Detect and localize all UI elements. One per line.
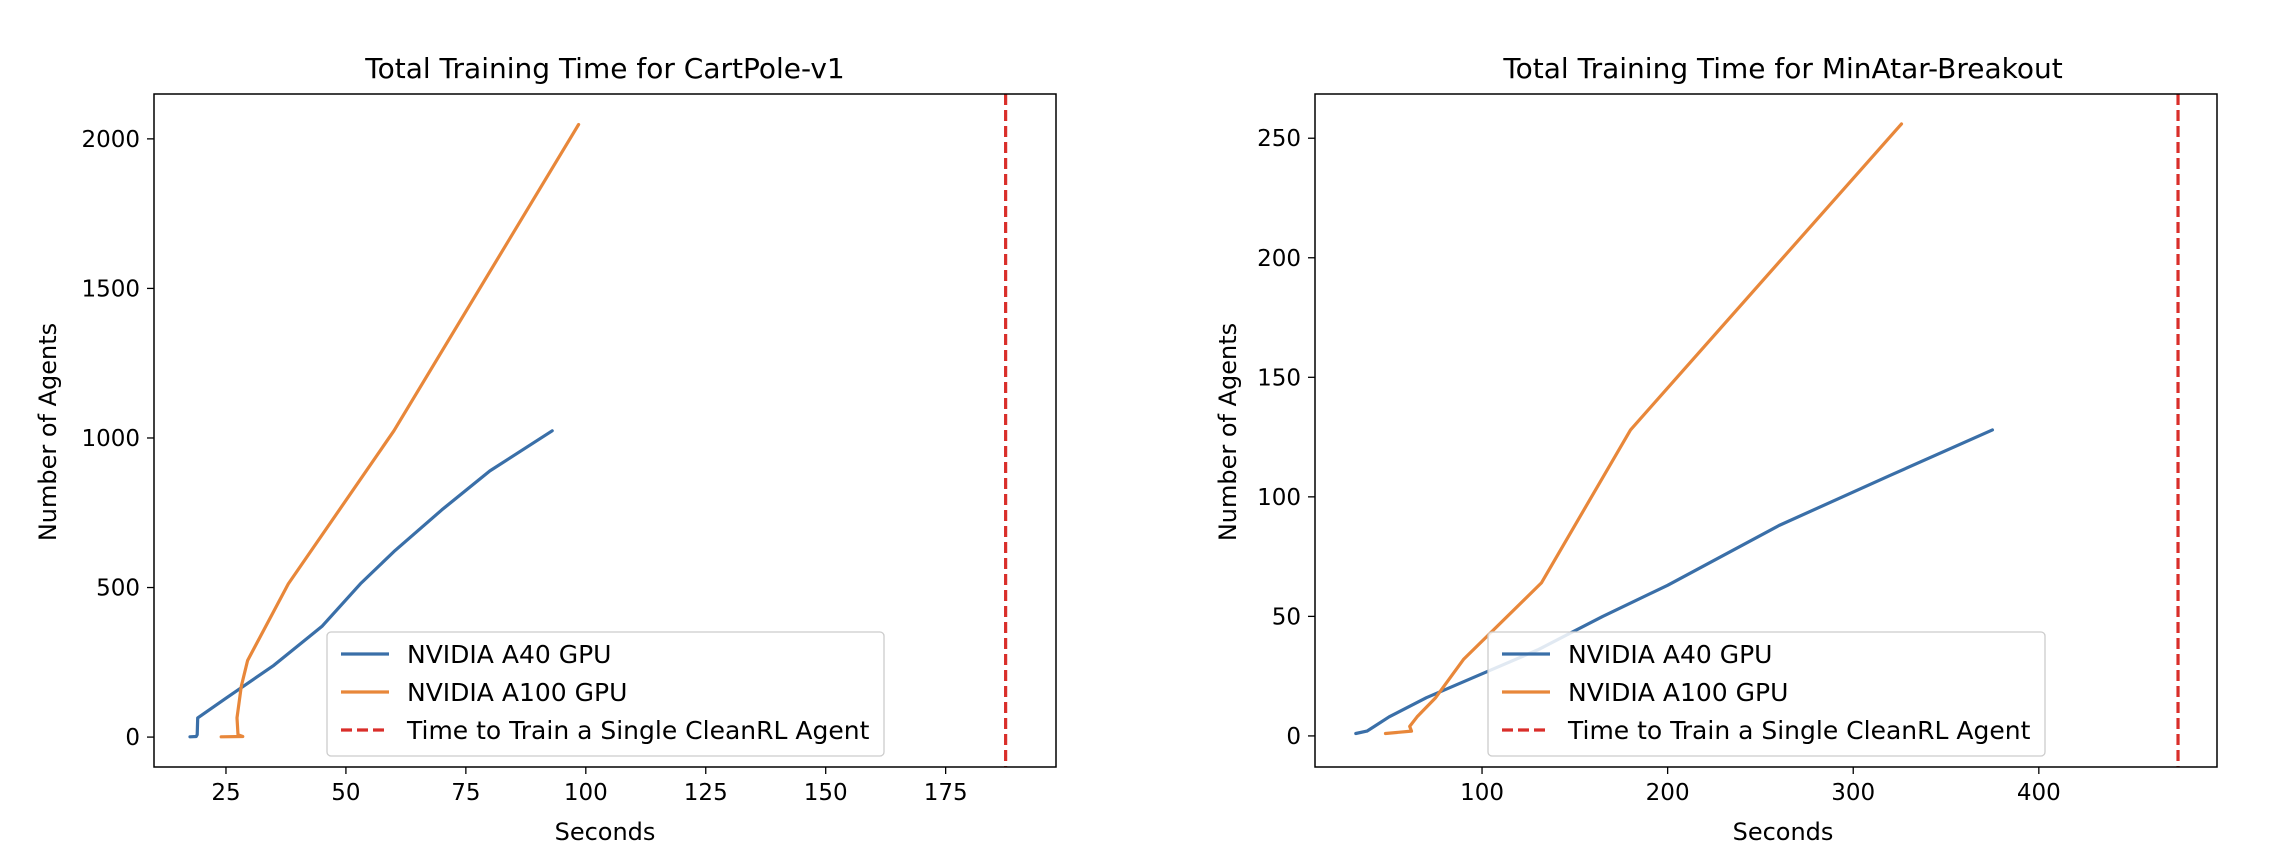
y-tick-label: 1000 [81,426,140,452]
y-axis-label: Number of Agents [1214,323,1242,541]
legend-label: NVIDIA A40 GPU [407,640,611,669]
x-axis-label: Seconds [1733,818,1834,846]
plot-area: 100 200 300 400 0 50 100 150 200 250 NVIDIA A40 GP… [1257,93,2218,806]
x-tick-label: 75 [451,780,480,806]
x-tick-label: 125 [684,780,728,806]
series-line-1 [1383,122,1904,736]
chart-cartpole: Total Training Time for CartPole-v1 Seco… [34,52,1057,846]
y-tick-label: 100 [1257,485,1301,511]
y-tick-label: 0 [1286,724,1301,750]
plot-area: 25 50 75 100 125 150 175 0 500 1000 1500 2000 NVIDIA… [81,93,1057,806]
legend: NVIDIA A40 GPU NVIDIA A100 GPU Time to Tra… [326,631,885,757]
y-tick-label: 0 [125,725,140,751]
x-tick-label: 300 [1831,780,1875,806]
x-tick-label: 25 [211,780,240,806]
y-axis-label: Number of Agents [34,323,62,541]
x-tick-label: 100 [1460,780,1504,806]
x-tick-label: 400 [2017,780,2061,806]
plot-frame [153,93,1057,768]
legend: NVIDIA A40 GPU NVIDIA A100 GPU Time to Tra… [1487,631,2046,757]
legend-label: NVIDIA A100 GPU [1568,678,1788,707]
y-tick-label: 250 [1257,126,1301,152]
x-tick-label: 200 [1646,780,1690,806]
chart-title: Total Training Time for CartPole-v1 [364,52,844,85]
legend-label: NVIDIA A100 GPU [407,678,627,707]
legend-label: Time to Train a Single CleanRL Agent [1567,716,2031,745]
legend-box [1487,631,2046,757]
x-tick-label: 175 [924,780,968,806]
y-tick-label: 150 [1257,365,1301,391]
y-tick-label: 2000 [81,127,140,153]
y-tick-label: 500 [96,576,140,602]
x-axis-label: Seconds [555,818,656,846]
chart-minatar-breakout: Total Training Time for MinAtar-Breakout… [1214,52,2218,846]
legend-box [326,631,885,757]
legend-label: Time to Train a Single CleanRL Agent [406,716,870,745]
series-line-1 [219,122,581,739]
y-tick-label: 1500 [81,276,140,302]
chart-title: Total Training Time for MinAtar-Breakout [1502,52,2062,85]
x-tick-label: 50 [331,780,360,806]
y-tick-label: 50 [1272,604,1301,630]
series-line-0 [188,429,554,739]
legend-label: NVIDIA A40 GPU [1568,640,1772,669]
y-tick-label: 200 [1257,246,1301,272]
x-tick-label: 100 [564,780,608,806]
plot-frame [1314,93,2218,768]
x-tick-label: 150 [804,780,848,806]
